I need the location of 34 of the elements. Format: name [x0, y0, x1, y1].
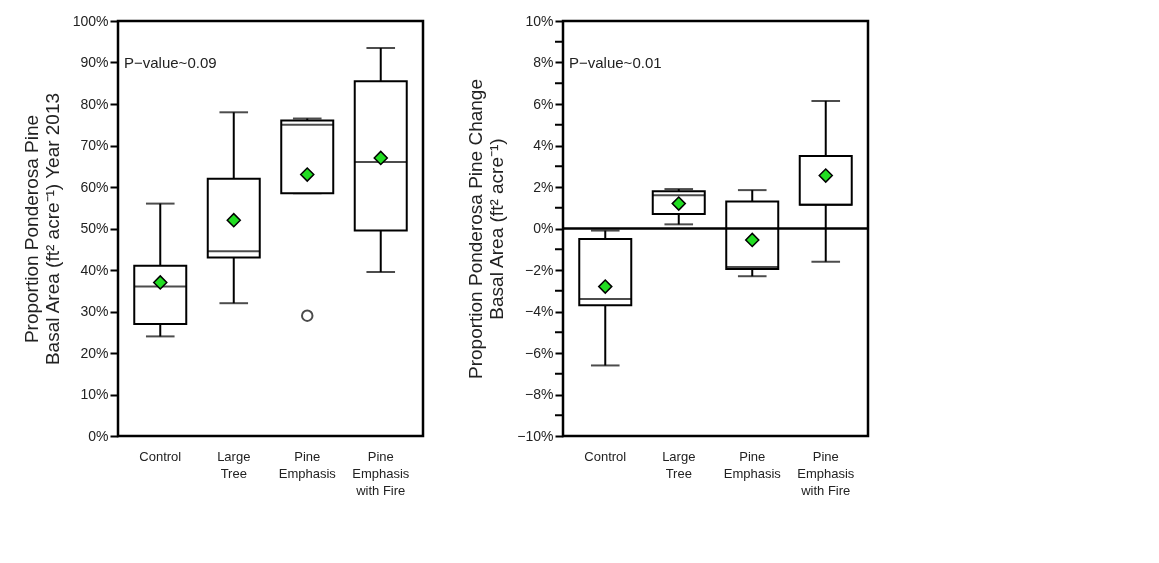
x-tick-label: Large Tree [662, 448, 696, 481]
y-tick-label: 10% [80, 386, 109, 402]
y-tick-label: −6% [525, 344, 554, 361]
y-tick-label: 8% [533, 54, 554, 70]
y-tick-label: 70% [80, 137, 109, 153]
y-tick-label: 0% [533, 220, 554, 236]
x-tick-label: Pine Emphasis [278, 448, 337, 481]
x-tick-label: Pine Emphasis with Fire [797, 448, 855, 498]
y-tick-label: 50% [80, 220, 109, 236]
x-tick-label: Control [584, 448, 627, 464]
y-tick-label: 80% [80, 95, 109, 112]
x-tick-label: Pine Emphasis with Fire [352, 448, 410, 498]
y-tick-label: 20% [80, 344, 109, 361]
y-tick-label: 2% [533, 178, 554, 195]
y-axis-title: Proportion Ponderosa Pine Basal Area (ft² acre⁻¹) Year 2013 [20, 92, 63, 366]
y-tick-label: 10% [525, 12, 554, 29]
y-tick-label: 40% [80, 261, 109, 278]
y-tick-label: 90% [80, 54, 109, 70]
y-tick-label: 60% [80, 178, 109, 195]
x-tick-label: Large Tree [217, 448, 251, 481]
y-tick-label: −4% [525, 303, 554, 319]
y-tick-label: −10% [517, 427, 554, 444]
annotation: P−value~0.01 [569, 53, 662, 71]
y-tick-label: 6% [533, 95, 554, 112]
x-tick-label: Pine Emphasis [723, 448, 782, 481]
y-tick-label: 100% [72, 12, 109, 29]
y-tick-label: 30% [80, 303, 109, 319]
y-axis-title: Proportion Ponderosa Pine Change Basal Area (ft² acre⁻¹) [465, 79, 508, 379]
y-tick-label: 0% [88, 427, 109, 444]
x-tick-label: Control [139, 448, 182, 464]
y-tick-label: 4% [533, 137, 554, 153]
annotation: P−value~0.09 [124, 53, 217, 71]
y-tick-label: −8% [525, 386, 554, 402]
y-tick-label: −2% [525, 261, 554, 278]
